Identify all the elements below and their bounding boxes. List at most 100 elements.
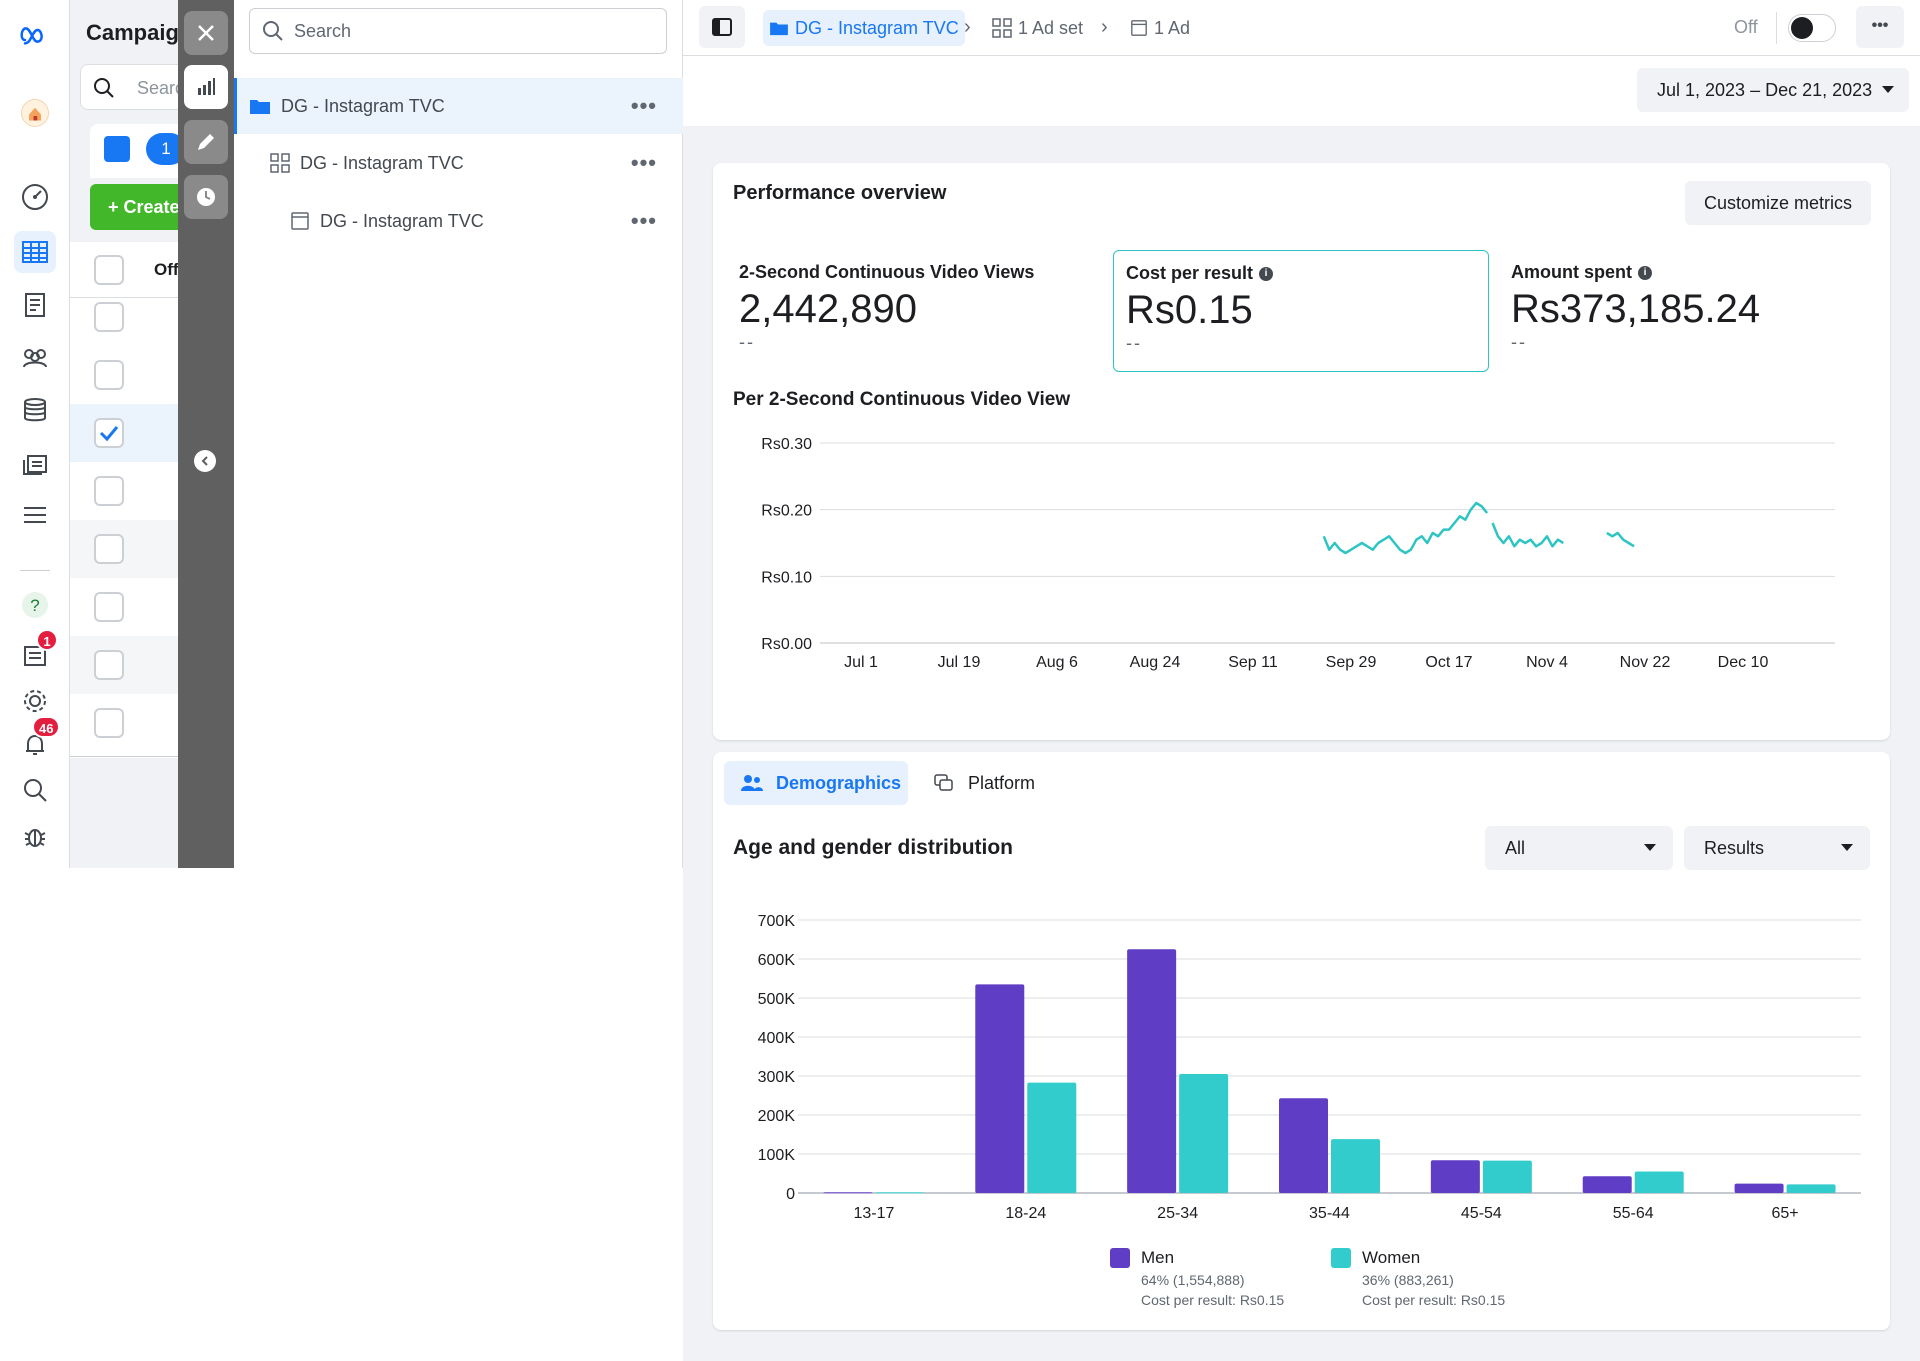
- y-tick-label: 300K: [758, 1069, 796, 1086]
- bar-women: [1331, 1139, 1380, 1193]
- bar-women: [875, 1192, 925, 1194]
- campaigns-panel: Campaign Search 1 + Create Off: [70, 0, 180, 868]
- age-gender-bar-chart: 0 100K 200K 300K 400K 500K 600K 700K 13-17 18-24 2…: [758, 913, 1861, 1222]
- charts-view-button[interactable]: [184, 65, 228, 109]
- meta-logo-icon[interactable]: [14, 14, 56, 56]
- rail-divider: [20, 570, 50, 571]
- toggle-sidebar-button[interactable]: [699, 6, 745, 48]
- more-options-button[interactable]: •••: [630, 150, 657, 175]
- date-range-picker[interactable]: Jul 1, 2023 – Dec 21, 2023: [1637, 68, 1909, 112]
- row-checkbox[interactable]: [94, 302, 124, 332]
- caret-down-icon: [1644, 844, 1656, 851]
- close-button[interactable]: [184, 11, 228, 55]
- selected-count-pill: 1: [146, 133, 180, 165]
- people-icon: [741, 775, 763, 791]
- legend-women-swatch: [1331, 1248, 1351, 1268]
- cost-per-view-line-chart: Rs0.00 Rs0.10 Rs0.20 Rs0.30 Jul 1 Jul 19 Aug 6…: [761, 436, 1835, 671]
- select-all-checkbox[interactable]: [94, 255, 124, 285]
- edit-button[interactable]: [184, 120, 228, 164]
- row-checkbox[interactable]: [94, 650, 124, 680]
- tree-item-label: DG - Instagram TVC: [300, 152, 464, 173]
- help-question-icon[interactable]: ?: [14, 584, 56, 626]
- toggle-knob: [1791, 17, 1813, 39]
- report-bug-icon[interactable]: [14, 815, 56, 857]
- ad-card-icon: [1131, 20, 1147, 36]
- toolbar-divider: [1776, 12, 1777, 44]
- gender-filter-value: All: [1505, 837, 1526, 858]
- collapse-panel-button[interactable]: [194, 450, 216, 472]
- row-checkbox[interactable]: [94, 592, 124, 622]
- age-gender-title: Age and gender distribution: [733, 836, 1014, 859]
- notifications-bell-icon[interactable]: 46: [14, 716, 61, 766]
- bar-men: [975, 984, 1025, 1193]
- bar-men: [1430, 1160, 1480, 1193]
- campaigns-tab[interactable]: 1: [90, 124, 180, 178]
- campaign-folder-icon: [770, 22, 788, 36]
- customize-metrics-button[interactable]: Customize metrics: [1685, 181, 1871, 225]
- more-options-button[interactable]: •••: [630, 93, 657, 118]
- all-tools-menu-icon[interactable]: [14, 494, 56, 536]
- close-icon: [198, 25, 214, 41]
- tab-platform-label: Platform: [968, 772, 1036, 793]
- row-checkbox-checked[interactable]: [94, 418, 124, 448]
- metric-value: Rs0.15: [1126, 288, 1253, 332]
- bar-women: [1027, 1082, 1077, 1193]
- x-tick-label: 45-54: [1461, 1205, 1502, 1222]
- series-line: [1606, 531, 1635, 548]
- metric-value: 2,442,890: [739, 287, 917, 331]
- tree-item-ad[interactable]: DG - Instagram TVC •••: [234, 193, 683, 249]
- breadcrumb-adset[interactable]: 1 Ad set: [992, 10, 1083, 46]
- search-icon[interactable]: [14, 769, 56, 811]
- x-tick-label: Jul 1: [844, 654, 878, 671]
- y-tick-label: 0: [786, 1186, 795, 1203]
- account-avatar[interactable]: [14, 92, 56, 134]
- bar-women: [1634, 1171, 1684, 1193]
- breadcrumb-campaign[interactable]: DG - Instagram TVC: [763, 10, 965, 46]
- settings-gear-icon[interactable]: [14, 680, 56, 722]
- tab-demographics[interactable]: Demographics: [724, 761, 908, 805]
- more-options-button[interactable]: •••: [630, 208, 657, 233]
- campaign-folder-icon: [104, 136, 130, 162]
- row-checkbox[interactable]: [94, 708, 124, 738]
- metric-cost-per-result[interactable]: Cost per result i Rs0.15 --: [1113, 250, 1489, 372]
- row-checkbox[interactable]: [94, 476, 124, 506]
- tree-item-campaign[interactable]: DG - Instagram TVC •••: [234, 78, 683, 134]
- platform-icon: [934, 774, 953, 791]
- tree-search-placeholder: Search: [294, 20, 352, 41]
- x-tick-label: Sep 29: [1326, 654, 1377, 671]
- media-library-icon[interactable]: [14, 442, 56, 484]
- tree-item-adset[interactable]: DG - Instagram TVC •••: [234, 135, 683, 191]
- metric-label: Cost per result: [1126, 263, 1254, 283]
- gender-filter-dropdown[interactable]: All: [1485, 826, 1673, 870]
- ads-manager-table-icon[interactable]: [14, 231, 56, 273]
- table-bottom-divider: [70, 756, 180, 757]
- history-button[interactable]: [184, 175, 228, 219]
- row-checkbox[interactable]: [94, 534, 124, 564]
- create-button[interactable]: + Create: [90, 184, 180, 230]
- tree-item-label: DG - Instagram TVC: [281, 95, 445, 116]
- metric-video-views[interactable]: 2-Second Continuous Video Views 2,442,89…: [727, 250, 1103, 372]
- tab-platform[interactable]: Platform: [934, 761, 1064, 805]
- tree-search-input[interactable]: Search: [249, 8, 667, 54]
- billing-database-icon[interactable]: [14, 389, 56, 431]
- news-feed-icon[interactable]: 1: [14, 629, 58, 677]
- metric-filter-dropdown[interactable]: Results: [1684, 826, 1870, 870]
- pages-document-icon[interactable]: [14, 284, 56, 326]
- info-icon[interactable]: i: [1638, 265, 1652, 280]
- x-tick-label: Oct 17: [1425, 654, 1472, 671]
- x-tick-label: 18-24: [1005, 1205, 1046, 1222]
- side-toolbar: [178, 0, 234, 868]
- y-tick-label: 500K: [758, 991, 796, 1008]
- more-actions-button[interactable]: •••: [1856, 6, 1904, 48]
- campaigns-search-input[interactable]: Search: [80, 64, 180, 110]
- breadcrumb-campaign-label: DG - Instagram TVC: [795, 17, 959, 38]
- metric-amount-spent[interactable]: Amount spent i Rs373,185.24 --: [1499, 250, 1875, 372]
- legend-men-name: Men: [1141, 1248, 1175, 1267]
- row-checkbox[interactable]: [94, 360, 124, 390]
- table-row-selected[interactable]: [70, 404, 180, 462]
- breadcrumb-ad[interactable]: 1 Ad: [1130, 10, 1190, 46]
- dashboard-gauge-icon[interactable]: [14, 175, 56, 217]
- campaign-on-off-toggle[interactable]: [1788, 14, 1836, 42]
- audiences-people-icon[interactable]: [14, 337, 56, 379]
- info-icon[interactable]: i: [1259, 266, 1274, 281]
